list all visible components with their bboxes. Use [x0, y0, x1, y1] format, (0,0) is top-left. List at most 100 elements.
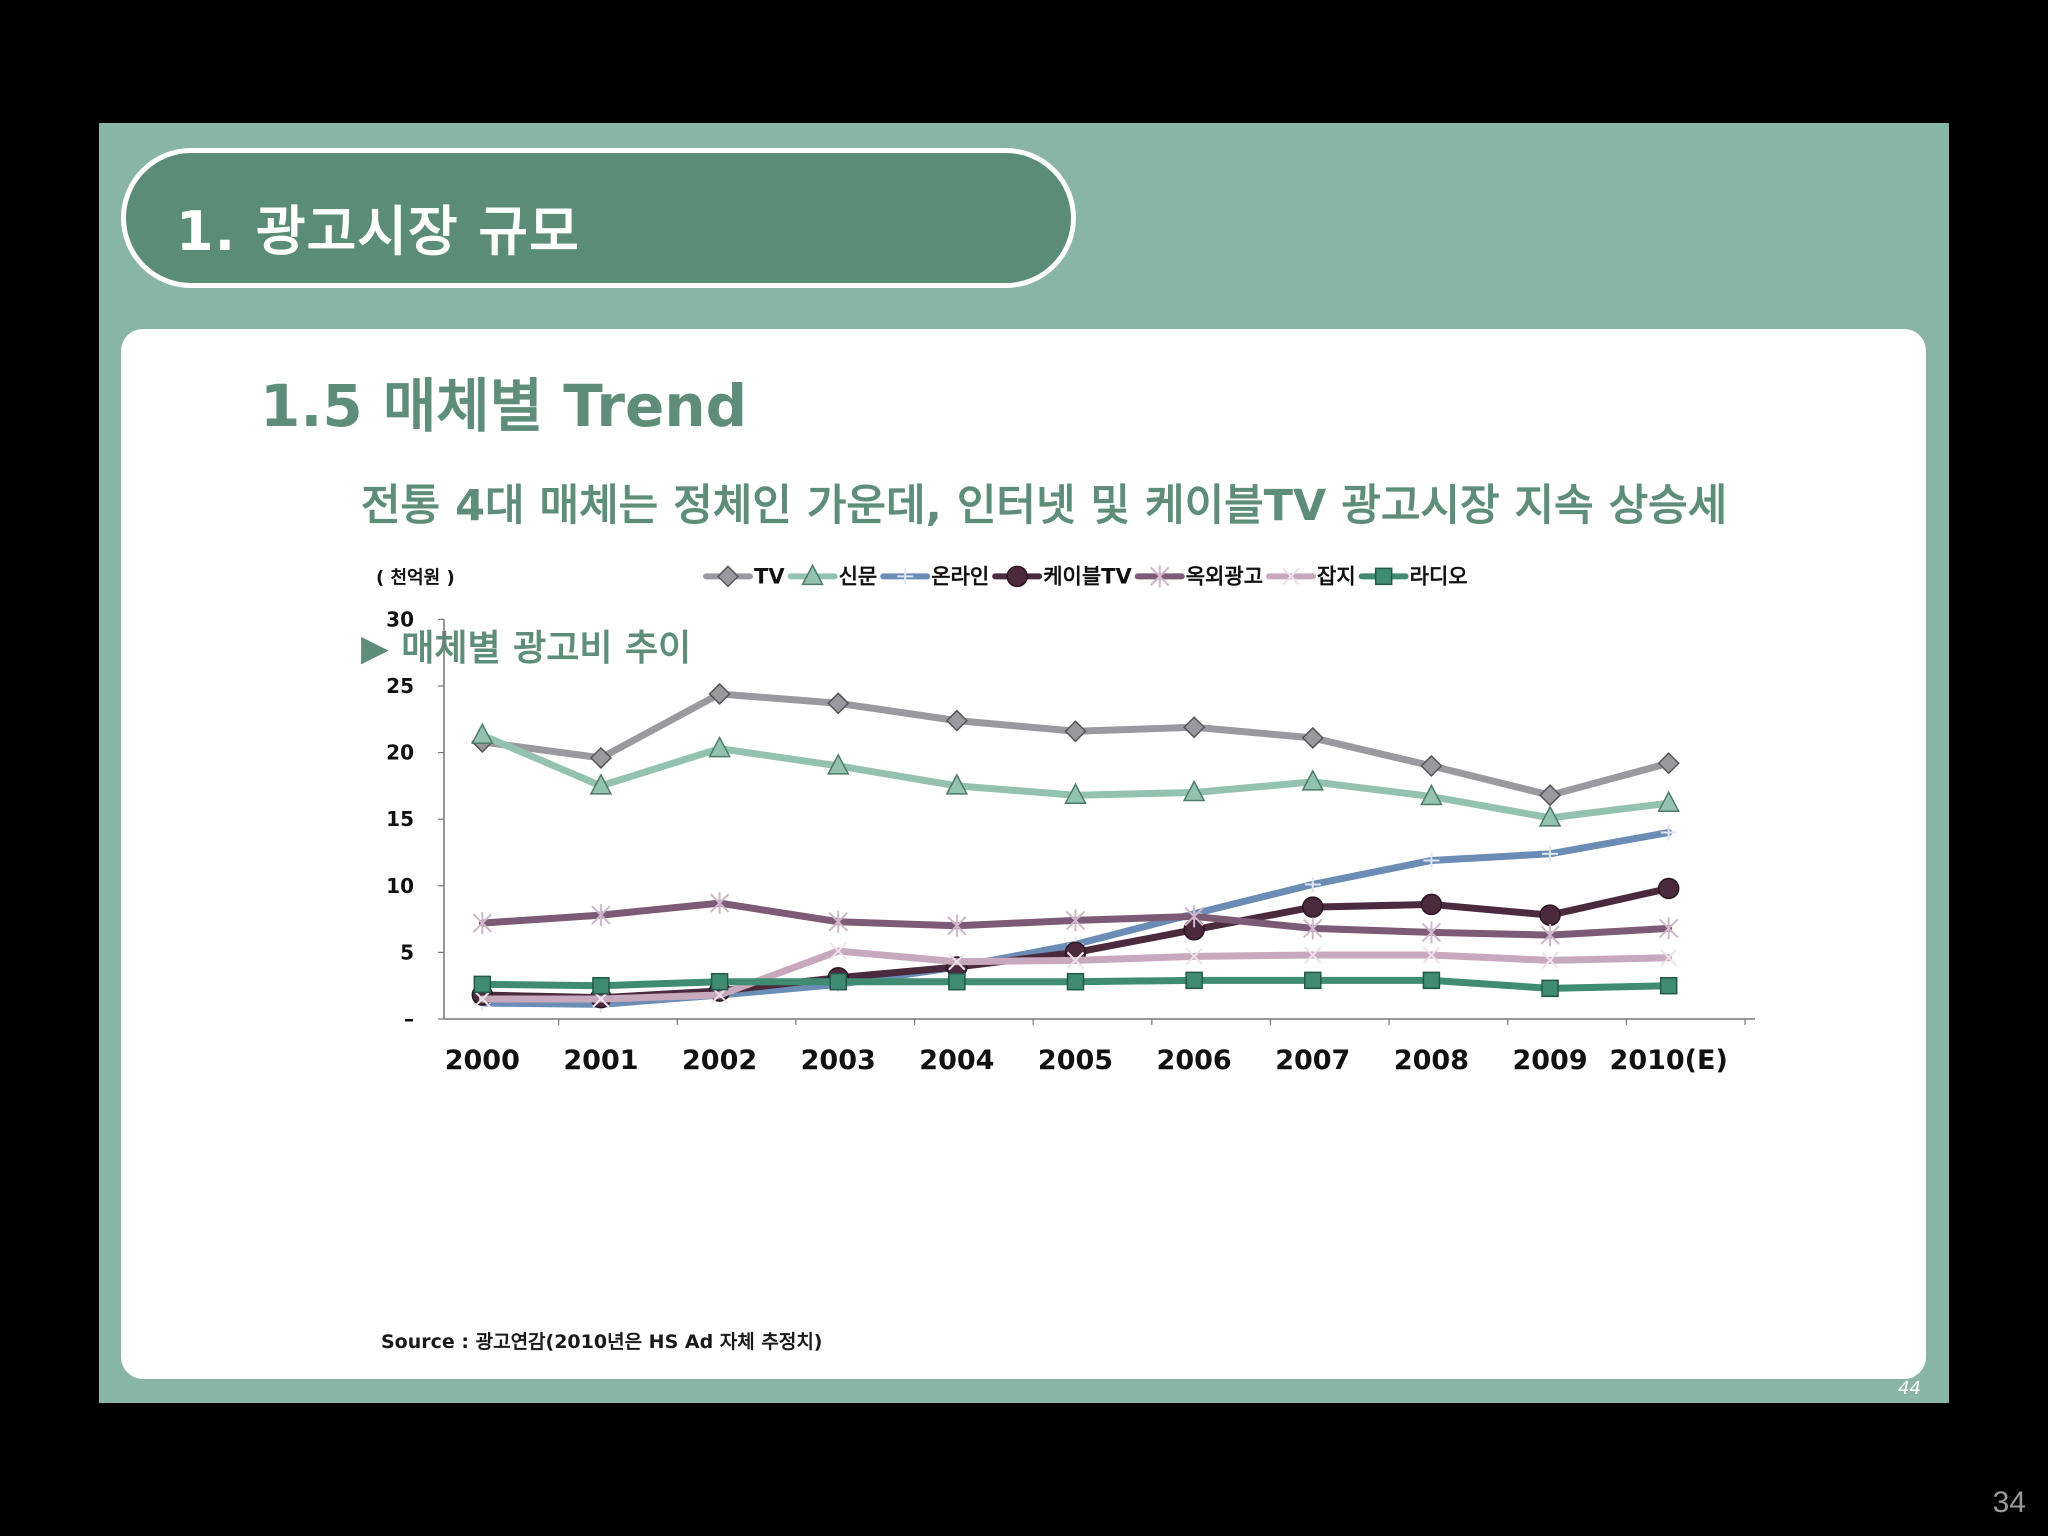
data-point [1304, 946, 1322, 964]
data-point [945, 773, 969, 795]
data-point [472, 912, 493, 935]
slide: 1. 광고시장 규모 1.5 매체별 Trend 전통 4대 매체는 정체인 가… [99, 123, 1949, 1403]
data-point [1420, 893, 1443, 916]
data-point [473, 990, 492, 1008]
data-point [1422, 946, 1441, 964]
data-point [1304, 876, 1321, 893]
data-point [1423, 852, 1440, 869]
data-point [1182, 779, 1206, 802]
data-point [1303, 917, 1323, 940]
x-tick-label: 2005 [1038, 1045, 1113, 1076]
series-line [478, 690, 1673, 799]
chart-series [471, 682, 1680, 1013]
header-title: 1. 광고시장 규모 [176, 200, 580, 263]
data-point [589, 746, 613, 769]
legend-label: TV [754, 564, 785, 588]
series-옥외광고 [472, 892, 1679, 947]
y-tick-label: 30 [386, 607, 414, 631]
legend-label: 잡지 [1317, 564, 1356, 588]
data-point [716, 565, 740, 588]
legend-item: 신문 [787, 563, 878, 588]
data-point [1304, 971, 1322, 990]
x-tick-label: 2000 [445, 1045, 520, 1076]
data-point [1658, 917, 1679, 940]
data-point [1659, 949, 1678, 967]
series-신문 [471, 722, 1680, 827]
y-tick-label: 25 [386, 674, 414, 698]
x-tick-label: 2009 [1512, 1045, 1587, 1076]
legend-item: 잡지 [1266, 564, 1356, 588]
data-point [1066, 951, 1085, 970]
data-point [1185, 971, 1203, 990]
data-point [1065, 909, 1086, 932]
data-point [828, 910, 848, 933]
line-chart: – 5 10 15 20 25 30 ( 천억원 ) 2000 2001 2002 2003 2004 2… [376, 563, 1755, 1076]
data-point [1538, 784, 1562, 807]
y-tick-label: 20 [386, 741, 414, 765]
x-tick-label: 2006 [1157, 1045, 1232, 1076]
data-point [1421, 921, 1442, 944]
data-point [708, 682, 731, 706]
chart-label: ▶ 매체별 광고비 추이 [361, 628, 692, 669]
x-tick-label: 2002 [682, 1045, 757, 1076]
data-point [1659, 976, 1678, 995]
data-point [1064, 720, 1087, 743]
data-point [1422, 971, 1441, 990]
data-point [471, 722, 494, 745]
series-TV [471, 682, 1680, 807]
data-point [710, 972, 729, 991]
data-point [1064, 782, 1087, 804]
data-point [801, 563, 824, 586]
data-point [1420, 783, 1443, 806]
data-point [1301, 726, 1324, 749]
data-point [829, 972, 847, 991]
data-point [1374, 567, 1393, 586]
series-라디오 [473, 971, 1678, 998]
chart-axes: – 5 10 15 20 25 30 ( 천억원 ) 2000 2001 2002 2003 2004 2… [376, 567, 1755, 1076]
data-point [1657, 790, 1680, 812]
chart-legend: TV 신문 온라인 케이블TV 옥외광고 잡지 라디오 [703, 563, 1468, 588]
data-point [947, 914, 967, 937]
data-point [827, 692, 850, 715]
data-point [1541, 979, 1559, 998]
data-point [1657, 752, 1680, 775]
x-tick-label: 2007 [1275, 1045, 1350, 1076]
x-tick-label: 2001 [563, 1045, 638, 1076]
data-point [897, 568, 914, 585]
data-point [1538, 805, 1562, 827]
data-point [1540, 924, 1560, 947]
data-point [1184, 905, 1204, 928]
data-point [709, 892, 730, 915]
slide-page-number: 44 [1898, 1378, 1921, 1399]
legend-label: 옥외광고 [1186, 564, 1263, 588]
section-title: 1.5 매체별 Trend [260, 372, 748, 440]
data-point [1660, 824, 1677, 841]
header-banner: 1. 광고시장 규모 [121, 148, 1076, 288]
data-point [948, 953, 966, 971]
legend-item: 케이블TV [992, 564, 1132, 588]
data-point [1301, 769, 1325, 791]
data-point [589, 773, 613, 795]
legend-item: 온라인 [880, 564, 989, 588]
data-point [1420, 754, 1443, 777]
data-point [945, 709, 968, 732]
x-tick-label: 2010(E) [1610, 1045, 1728, 1076]
y-tick-label: 5 [400, 940, 414, 964]
series-line [478, 731, 1673, 822]
data-point [708, 735, 731, 758]
data-point [592, 976, 610, 995]
data-point [1006, 565, 1028, 588]
x-tick-label: 2008 [1394, 1045, 1469, 1076]
data-point [1541, 951, 1559, 970]
legend-label: 케이블TV [1043, 564, 1132, 588]
source-note: Source : 광고연감(2010년은 HS Ad 자체 추정치) [381, 1331, 823, 1353]
legend-item: TV [703, 564, 785, 588]
legend-item: 라디오 [1358, 564, 1468, 588]
data-point [1282, 567, 1300, 586]
legend-label: 신문 [839, 564, 878, 588]
legend-label: 온라인 [931, 564, 989, 588]
data-point [1542, 845, 1559, 862]
data-point [829, 942, 847, 960]
content-panel: 1.5 매체별 Trend 전통 4대 매체는 정체인 가운데, 인터넷 및 케… [121, 329, 1926, 1379]
data-point [591, 904, 611, 927]
